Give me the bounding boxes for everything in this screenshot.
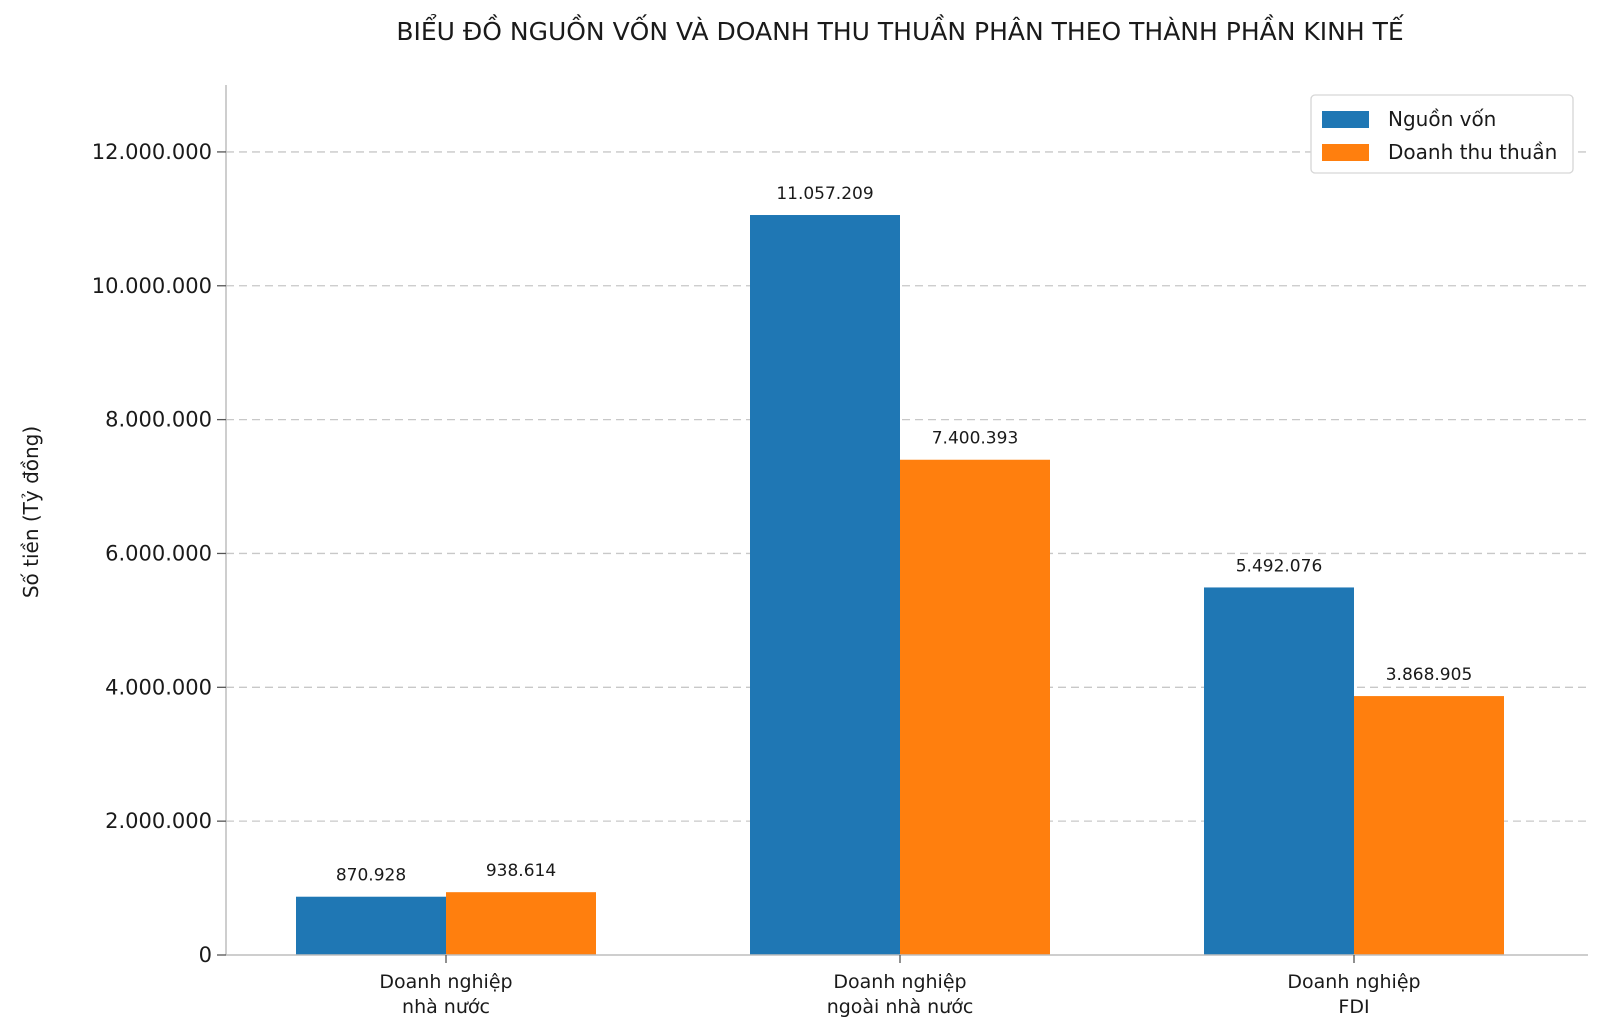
data-label: 3.868.905 <box>1386 665 1473 685</box>
legend-label-doanh-thu-thuan: Doanh thu thuần <box>1388 140 1557 164</box>
x-tick-label: ngoài nhà nước <box>827 996 974 1018</box>
data-labels: 870.928 938.614 11.057.209 7.400.393 5.492.0… <box>336 184 1472 886</box>
bar-doanh-thu-thuan <box>900 459 1050 955</box>
legend: Nguồn vốn Doanh thu thuần <box>1310 94 1574 174</box>
bar-nguon-von <box>750 215 900 955</box>
x-ticks: Doanh nghiệp nhà nước Doanh nghiệp ngoài nh… <box>379 955 1421 1018</box>
data-label: 5.492.076 <box>1236 556 1323 576</box>
y-tick-label: 10.000.000 <box>92 274 212 298</box>
x-tick-label: Doanh nghiệp <box>379 971 512 993</box>
data-label: 870.928 <box>336 866 406 886</box>
legend-swatch-doanh-thu-thuan <box>1322 144 1369 161</box>
data-label: 11.057.209 <box>776 184 873 204</box>
x-tick-label: Doanh nghiệp <box>1287 971 1420 993</box>
legend-label-nguon-von: Nguồn vốn <box>1388 107 1496 131</box>
chart-title: BIỂU ĐỒ NGUỒN VỐN VÀ DOANH THU THUẦN PHÂ… <box>396 14 1404 46</box>
bars <box>296 215 1504 955</box>
y-tick-label: 12.000.000 <box>92 140 212 164</box>
axes <box>225 85 1588 956</box>
bar-doanh-thu-thuan <box>1354 696 1504 955</box>
x-tick-label: Doanh nghiệp <box>833 971 966 993</box>
y-tick-label: 8.000.000 <box>105 408 212 432</box>
y-tick-label: 0 <box>199 943 212 967</box>
bar-nguon-von <box>1204 587 1354 955</box>
legend-box <box>1310 94 1574 174</box>
x-tick-label: nhà nước <box>402 996 490 1018</box>
x-tick-label: FDI <box>1338 996 1369 1018</box>
data-label: 7.400.393 <box>932 429 1019 449</box>
data-label: 938.614 <box>486 861 556 881</box>
y-tick-label: 6.000.000 <box>105 541 212 565</box>
y-ticks: 0 2.000.000 4.000.000 6.000.000 8.000.000 10.… <box>92 140 226 967</box>
y-tick-label: 4.000.000 <box>105 675 212 699</box>
legend-swatch-nguon-von <box>1322 111 1369 128</box>
bar-nguon-von <box>296 896 446 955</box>
bar-doanh-thu-thuan <box>446 892 596 955</box>
y-axis-label: Số tiền (Tỷ đồng) <box>19 426 43 598</box>
y-tick-label: 2.000.000 <box>105 809 212 833</box>
